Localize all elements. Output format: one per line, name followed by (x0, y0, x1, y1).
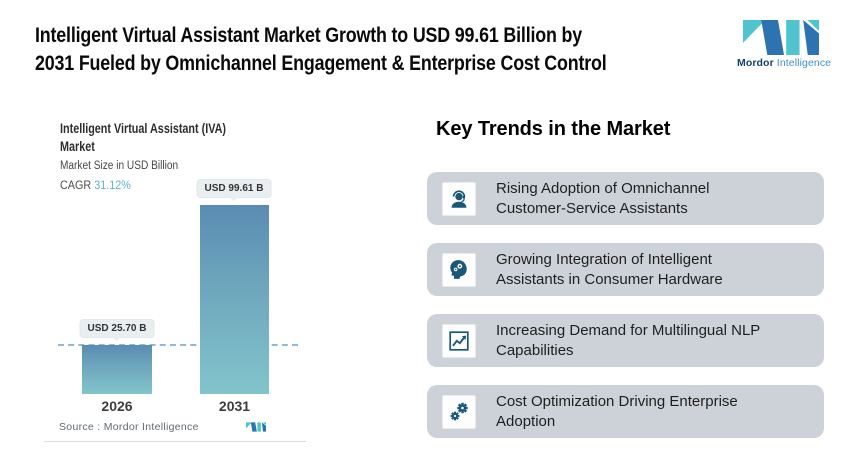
bar-label-2031: USD 99.61 B (196, 179, 272, 198)
brand-name-primary: Mordor (737, 57, 774, 69)
chart-title: Intelligent Virtual Assistant (IVA) Mark… (60, 120, 226, 155)
brand-name: Mordor Intelligence (737, 57, 831, 69)
trend-card-cost-optimization: Cost Optimization Driving Enterprise Ado… (427, 385, 824, 438)
cagr-value: 31.12% (94, 178, 131, 192)
chart-source: Source : Mordor Intelligence (59, 421, 199, 433)
market-size-chart-card: Intelligent Virtual Assistant (IVA) Mark… (44, 108, 306, 442)
x-axis-label-2026: 2026 (101, 398, 133, 414)
trend-card-list: Rising Adoption of Omnichannel Customer-… (427, 172, 824, 456)
support-agent-icon (442, 181, 476, 216)
reference-dashed-line (58, 344, 298, 347)
brand-name-secondary: Intelligence (776, 57, 832, 69)
page-title: Intelligent Virtual Assistant Market Gro… (35, 22, 607, 77)
bar-2026 (82, 345, 152, 394)
chart-title-line-1: Intelligent Virtual Assistant (IVA) (60, 121, 227, 136)
bar-chart-plot: USD 25.70 B USD 99.61 B (44, 179, 306, 394)
trend-text: Increasing Demand for Multilingual NLP C… (496, 322, 761, 359)
gears-icon (442, 394, 476, 429)
mordor-intelligence-logo-icon (743, 20, 819, 55)
growth-chart-icon (442, 323, 476, 358)
trend-card-omnichannel: Rising Adoption of Omnichannel Customer-… (427, 172, 824, 225)
chart-cagr: CAGR 31.12% (60, 178, 131, 192)
trends-heading: Key Trends in the Market (436, 118, 671, 140)
bar-label-2026: USD 25.70 B (79, 319, 155, 339)
cagr-label: CAGR (60, 178, 92, 192)
brand-logo: Mordor Intelligence (737, 20, 831, 69)
trend-card-consumer-hardware: Growing Integration of Intelligent Assis… (427, 243, 824, 296)
page-title-line-1: Intelligent Virtual Assistant Market Gro… (35, 24, 583, 47)
trend-text: Cost Optimization Driving Enterprise Ado… (496, 393, 738, 430)
ai-head-icon (442, 252, 476, 287)
chart-title-line-2: Market (60, 138, 95, 154)
trend-text: Rising Adoption of Omnichannel Customer-… (496, 180, 710, 217)
page-title-line-2: 2031 Fueled by Omnichannel Engagement & … (35, 51, 607, 75)
chart-brand-mark-icon (246, 419, 266, 437)
bar-2031 (200, 205, 269, 394)
x-axis-label-2031: 2031 (218, 398, 251, 414)
trend-text: Growing Integration of Intelligent Assis… (496, 251, 723, 288)
trend-card-multilingual-nlp: Increasing Demand for Multilingual NLP C… (427, 314, 824, 367)
chart-subtitle: Market Size in USD Billion (60, 160, 179, 172)
